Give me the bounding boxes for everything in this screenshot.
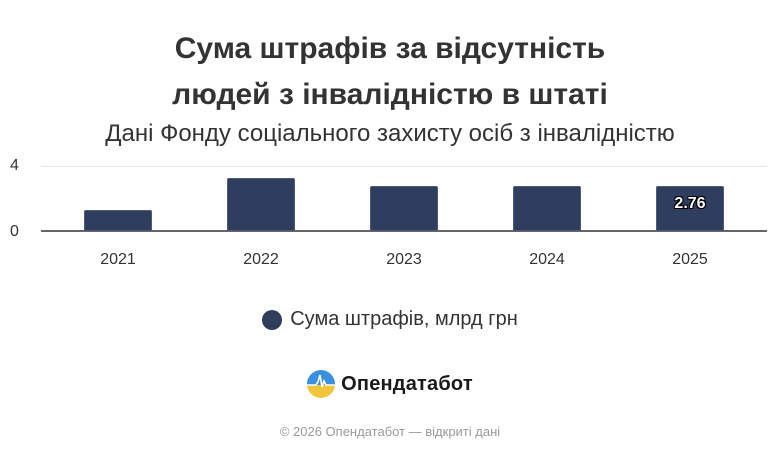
- x-tick-2023: 2023: [386, 251, 422, 268]
- x-axis-line: [41, 230, 767, 232]
- bar-2024[interactable]: [513, 186, 581, 231]
- legend[interactable]: Сума штрафів, млрд грн: [0, 308, 780, 331]
- legend-marker-icon: [262, 309, 283, 330]
- bar-2021[interactable]: [84, 210, 152, 231]
- x-tick-2022: 2022: [243, 251, 279, 268]
- gridline-4: [41, 166, 767, 167]
- y-tick-0: 0: [10, 223, 19, 240]
- chart-subtitle: Дані Фонду соціального захисту осіб з ін…: [105, 120, 675, 147]
- chart-title-line-2: людей з інвалідністю в штаті: [172, 78, 608, 111]
- brand-name: Опендатабот: [341, 372, 473, 395]
- brand: Опендатабот: [0, 370, 780, 398]
- legend-label: Сума штрафів, млрд грн: [290, 308, 518, 330]
- x-tick-2021: 2021: [100, 251, 136, 268]
- opendatabot-logo-icon: [307, 370, 336, 398]
- footer-copyright: © 2026 Опендатабот — відкриті дані: [279, 424, 501, 439]
- bar-2025[interactable]: [656, 186, 724, 231]
- y-tick-4: 4: [10, 157, 19, 174]
- x-tick-2024: 2024: [529, 251, 565, 268]
- chart-title-line-1: Сума штрафів за відсутність: [174, 32, 606, 65]
- bar-2022[interactable]: [227, 178, 295, 231]
- data-label-2025: 2.76: [674, 195, 706, 212]
- x-tick-2025: 2025: [672, 251, 708, 268]
- bar-2023[interactable]: [370, 186, 438, 231]
